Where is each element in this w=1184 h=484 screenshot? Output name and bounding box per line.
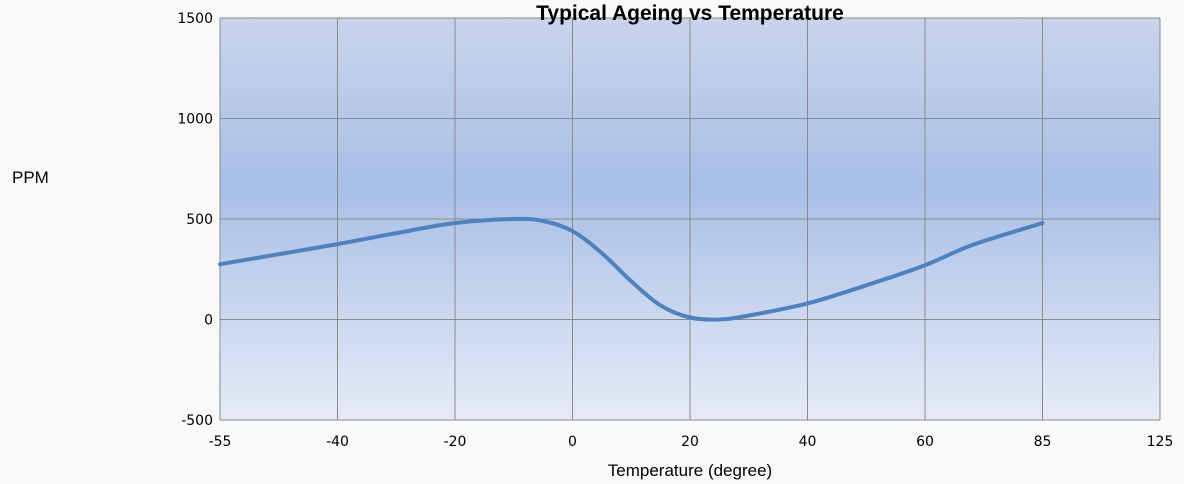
x-tick-label: 40 [799,434,817,450]
series-line [218,216,1045,322]
y-tick-label: 1000 [177,112,213,128]
x-tick-label: -20 [444,434,467,450]
y-tick-labels: 1500 1000 500 0 -500 [177,11,213,429]
x-tick-label: 85 [1034,434,1052,450]
x-tick-label: -40 [326,434,349,450]
y-tick-label: -500 [181,413,213,429]
x-tick-label: 125 [1147,434,1174,450]
x-tick-label: 60 [916,434,934,450]
grid-lines [219,17,1161,421]
y-tick-label: 1500 [177,11,213,27]
y-tick-label: 500 [186,212,213,228]
y-axis-label: PPM [12,168,49,187]
x-tick-label: 0 [568,434,577,450]
chart-title: Typical Ageing vs Temperature [536,2,844,25]
x-tick-labels: -55 -40 -20 0 20 40 60 85 125 [209,434,1174,450]
y-tick-label: 0 [204,313,213,329]
x-axis-label: Temperature (degree) [608,461,772,480]
x-tick-label: -55 [209,434,232,450]
x-tick-label: 20 [681,434,699,450]
